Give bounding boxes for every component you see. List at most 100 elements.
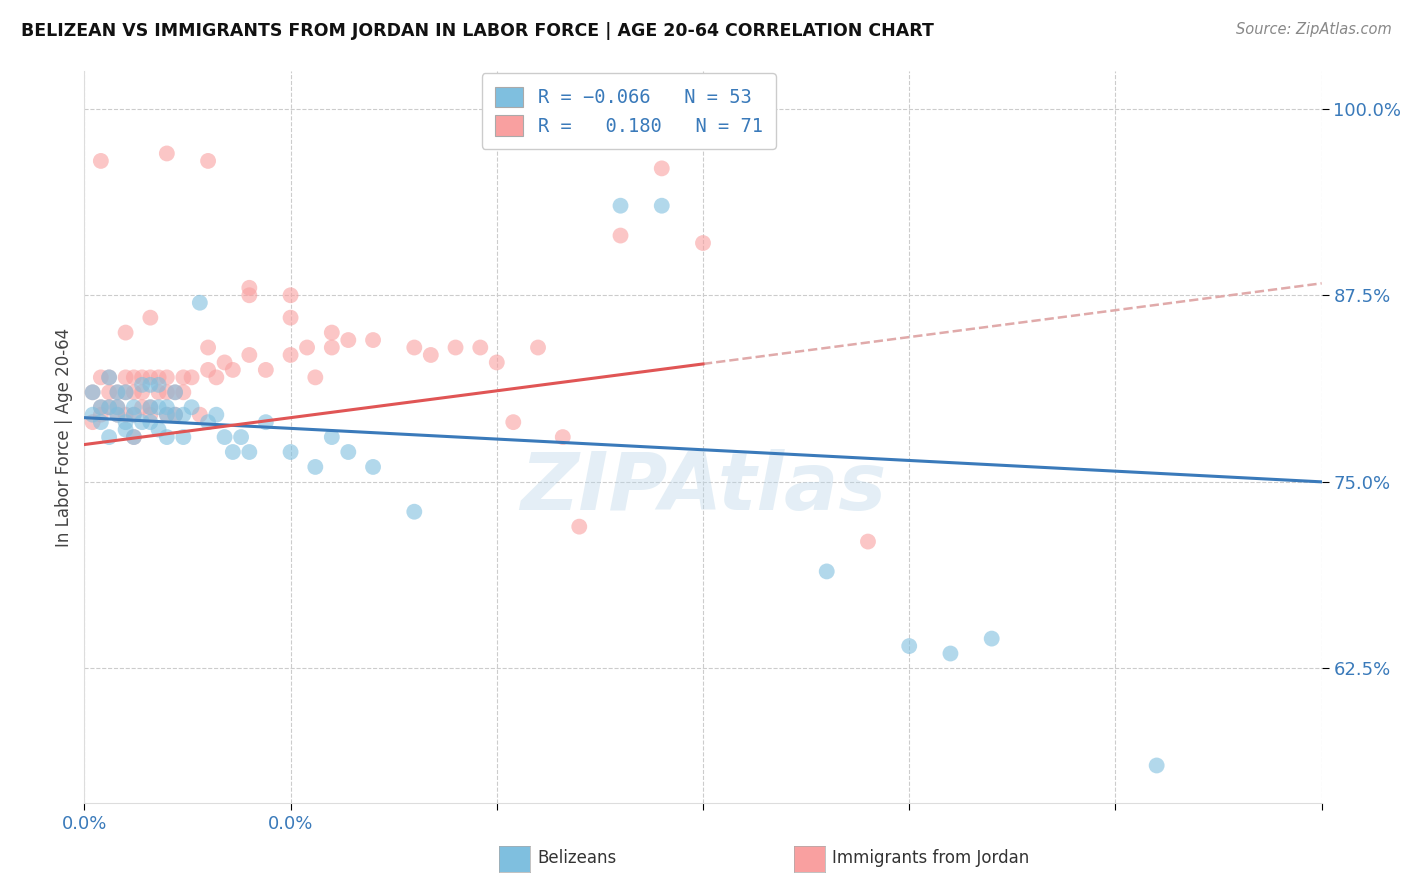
- Point: [139, 401, 162, 415]
- Point: [172, 408, 194, 422]
- Point: [609, 199, 631, 213]
- Y-axis label: In Labor Force | Age 20-64: In Labor Force | Age 20-64: [55, 327, 73, 547]
- Point: [815, 565, 838, 579]
- Point: [139, 415, 162, 429]
- Point: [82, 385, 104, 400]
- Point: [156, 146, 179, 161]
- Point: [197, 415, 219, 429]
- Point: [131, 370, 153, 384]
- Point: [114, 423, 136, 437]
- Point: [280, 310, 302, 325]
- Text: ZIPAtlas: ZIPAtlas: [520, 450, 886, 527]
- Text: Immigrants from Jordan: Immigrants from Jordan: [832, 849, 1029, 867]
- Point: [114, 326, 136, 340]
- Point: [404, 505, 426, 519]
- Point: [222, 445, 245, 459]
- Point: [444, 341, 467, 355]
- Point: [165, 385, 187, 400]
- Point: [122, 401, 145, 415]
- Point: [205, 408, 228, 422]
- Point: [105, 385, 128, 400]
- Point: [470, 341, 492, 355]
- Point: [172, 385, 194, 400]
- Point: [148, 377, 170, 392]
- Legend: R = −0.066   N = 53, R =   0.180   N = 71: R = −0.066 N = 53, R = 0.180 N = 71: [482, 73, 776, 149]
- Point: [105, 408, 128, 422]
- Point: [122, 408, 145, 422]
- Point: [304, 459, 326, 474]
- Point: [82, 385, 104, 400]
- Point: [148, 370, 170, 384]
- Point: [609, 228, 631, 243]
- Point: [419, 348, 441, 362]
- Point: [156, 385, 179, 400]
- Point: [939, 647, 962, 661]
- Point: [229, 430, 252, 444]
- Text: Source: ZipAtlas.com: Source: ZipAtlas.com: [1236, 22, 1392, 37]
- Point: [361, 459, 384, 474]
- Text: Belizeans: Belizeans: [537, 849, 616, 867]
- Point: [105, 401, 128, 415]
- Point: [90, 153, 112, 168]
- Point: [139, 408, 162, 422]
- Point: [254, 415, 277, 429]
- Point: [485, 355, 508, 369]
- Point: [98, 385, 121, 400]
- Point: [139, 370, 162, 384]
- Point: [337, 333, 360, 347]
- Point: [122, 385, 145, 400]
- Point: [156, 430, 179, 444]
- Text: BELIZEAN VS IMMIGRANTS FROM JORDAN IN LABOR FORCE | AGE 20-64 CORRELATION CHART: BELIZEAN VS IMMIGRANTS FROM JORDAN IN LA…: [21, 22, 934, 40]
- Point: [165, 408, 187, 422]
- Point: [114, 385, 136, 400]
- Point: [82, 408, 104, 422]
- Point: [131, 401, 153, 415]
- Point: [238, 348, 260, 362]
- Point: [214, 430, 236, 444]
- Point: [188, 408, 211, 422]
- Point: [90, 401, 112, 415]
- Point: [197, 153, 219, 168]
- Point: [321, 430, 343, 444]
- Point: [98, 370, 121, 384]
- Point: [139, 377, 162, 392]
- Point: [205, 370, 228, 384]
- Point: [90, 370, 112, 384]
- Point: [188, 295, 211, 310]
- Point: [304, 370, 326, 384]
- Point: [98, 370, 121, 384]
- Point: [651, 161, 673, 176]
- Point: [502, 415, 524, 429]
- Point: [105, 401, 128, 415]
- Point: [90, 401, 112, 415]
- Point: [148, 385, 170, 400]
- Point: [214, 355, 236, 369]
- Point: [692, 235, 714, 250]
- Point: [122, 370, 145, 384]
- Point: [172, 370, 194, 384]
- Point: [321, 341, 343, 355]
- Point: [238, 288, 260, 302]
- Point: [148, 401, 170, 415]
- Point: [156, 408, 179, 422]
- Point: [114, 408, 136, 422]
- Point: [90, 415, 112, 429]
- Point: [156, 408, 179, 422]
- Point: [122, 408, 145, 422]
- Point: [361, 333, 384, 347]
- Point: [197, 341, 219, 355]
- Point: [527, 341, 550, 355]
- Point: [404, 341, 426, 355]
- Point: [568, 519, 591, 533]
- Point: [98, 401, 121, 415]
- Point: [280, 288, 302, 302]
- Point: [898, 639, 921, 653]
- Point: [337, 445, 360, 459]
- Point: [280, 348, 302, 362]
- Point: [551, 430, 574, 444]
- Point: [98, 401, 121, 415]
- Point: [172, 430, 194, 444]
- Point: [165, 408, 187, 422]
- Point: [131, 415, 153, 429]
- Point: [238, 445, 260, 459]
